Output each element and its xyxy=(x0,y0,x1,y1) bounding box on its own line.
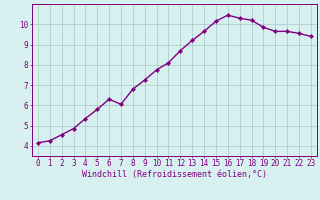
X-axis label: Windchill (Refroidissement éolien,°C): Windchill (Refroidissement éolien,°C) xyxy=(82,170,267,179)
